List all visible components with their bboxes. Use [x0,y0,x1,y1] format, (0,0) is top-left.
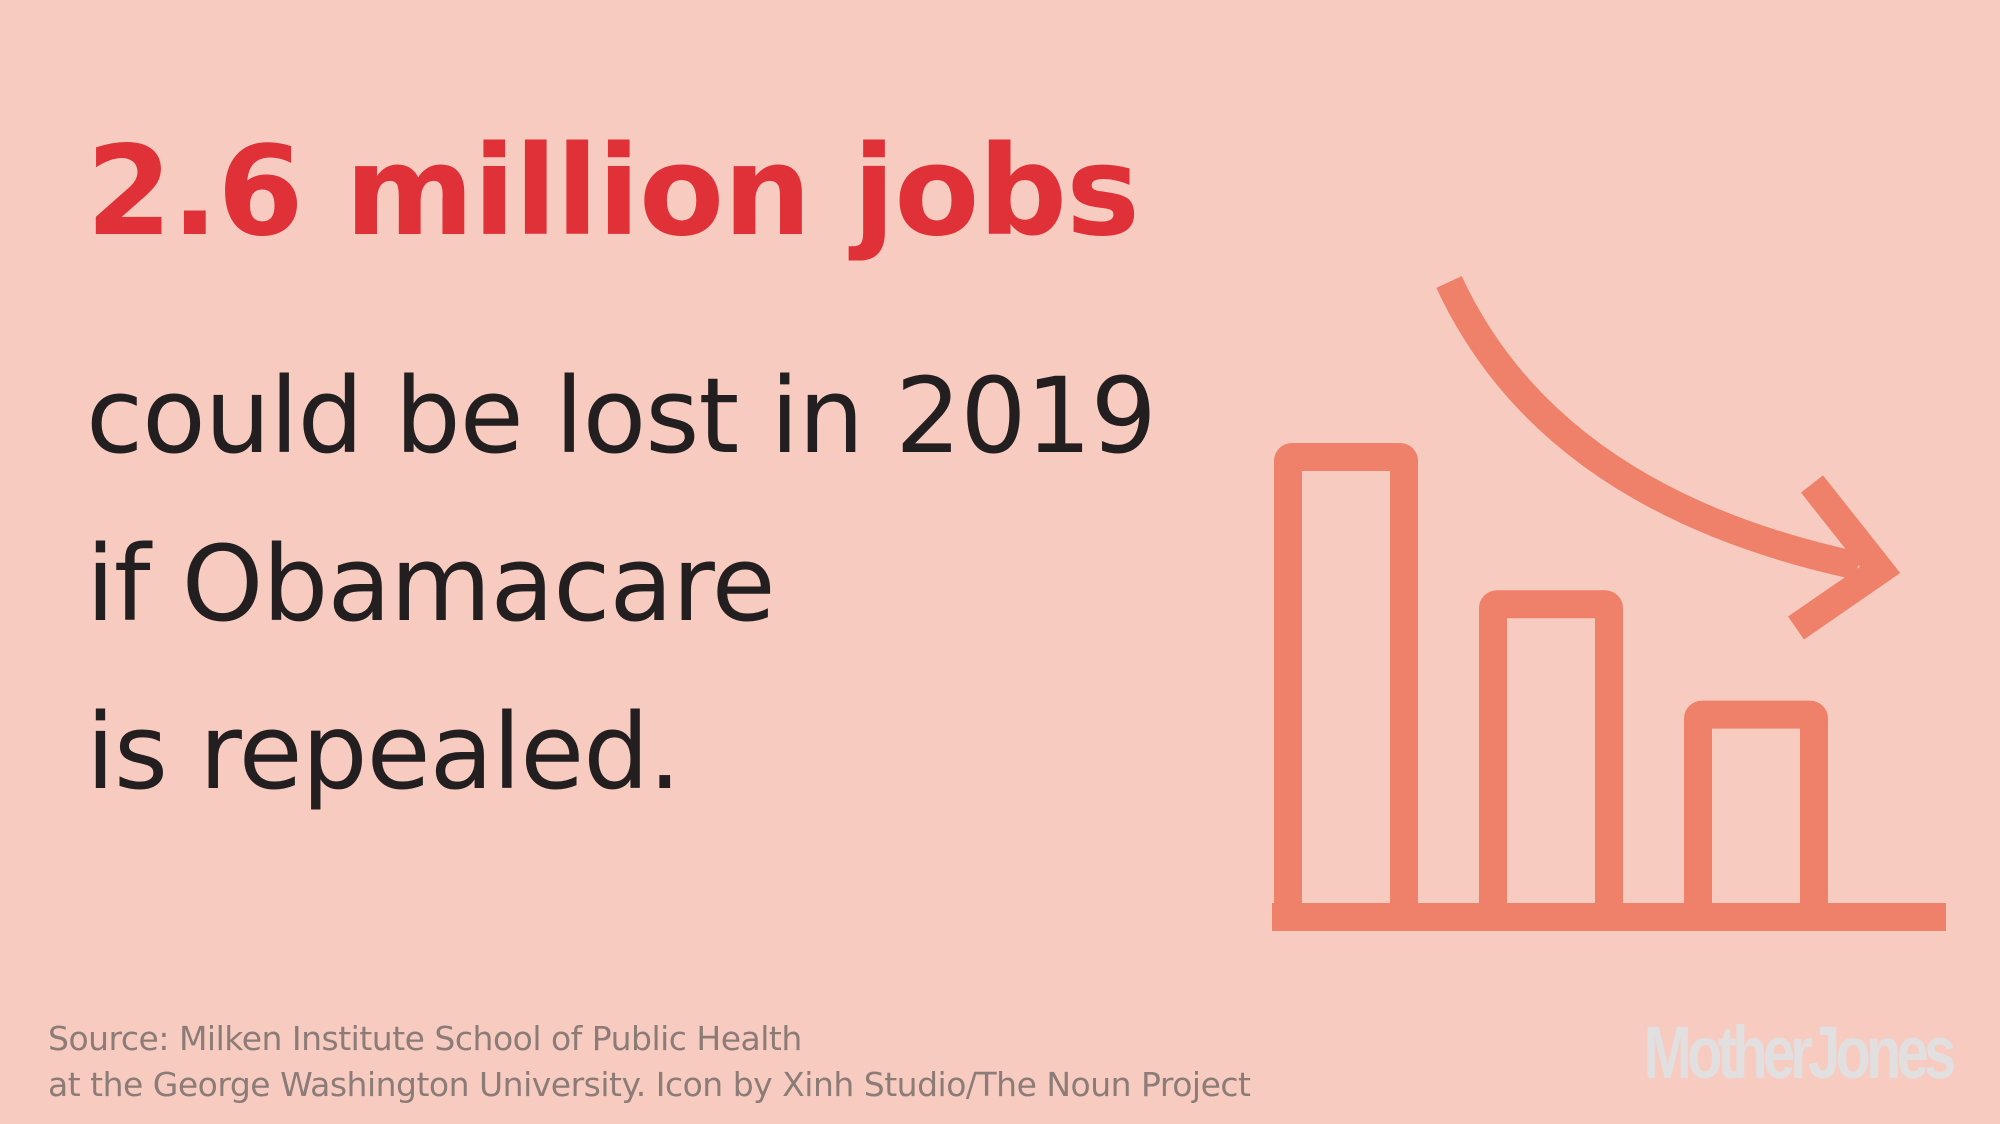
bar [1479,590,1623,931]
body-text: could be lost in 2019 if Obamacare is re… [86,332,1157,836]
headline: 2.6 million jobs [86,120,1140,264]
trend-arrow-head [1788,475,1901,640]
body-line: if Obamacare [86,523,776,645]
source-line: Source: Milken Institute School of Publi… [48,1019,802,1058]
trend-arrow-shaft [1436,276,1861,580]
source-credit: Source: Milken Institute School of Publi… [48,1016,1251,1108]
bar [1684,700,1828,931]
body-line: is repealed. [86,691,681,813]
source-line: at the George Washington University. Ico… [48,1065,1251,1104]
bar [1274,443,1418,931]
body-line: could be lost in 2019 [86,355,1157,477]
mother-jones-logo: MotherJones [1644,1011,1956,1094]
